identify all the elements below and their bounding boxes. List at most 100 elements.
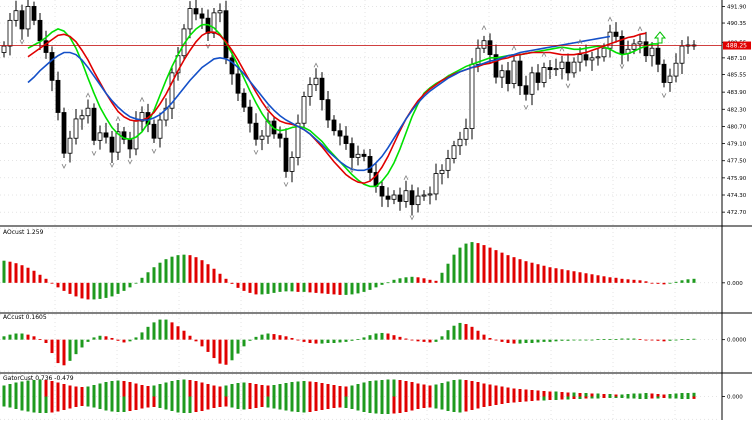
- ao-bar: [458, 247, 462, 283]
- moving-average-lines: [27, 23, 658, 188]
- gator-lower-bar: [32, 396, 36, 413]
- gator-lower-bar: [272, 396, 276, 409]
- gator-upper-bar: [62, 384, 66, 397]
- gator-lower-bar: [608, 396, 612, 398]
- ac-bar: [134, 337, 138, 340]
- gator-upper-bar: [584, 393, 588, 397]
- candle-bull: [313, 77, 319, 86]
- gator-upper-bar: [428, 385, 432, 397]
- ao-bar: [674, 281, 678, 283]
- gator-upper-bar: [626, 394, 630, 397]
- ac-bar: [74, 339, 78, 355]
- gator-upper-bar: [296, 381, 300, 397]
- gator-upper-bar: [398, 380, 402, 397]
- ao-bar: [140, 277, 144, 283]
- gator-lower-bar: [458, 396, 462, 413]
- gator-upper-bar: [80, 387, 84, 397]
- gator-upper-bar: [608, 394, 612, 397]
- ao-bar: [626, 279, 630, 283]
- fractal-up-icon: [607, 16, 613, 22]
- ao-histogram: [2, 242, 696, 300]
- ao-bar: [686, 279, 690, 283]
- ac-bar: [596, 339, 600, 340]
- ao-bar: [194, 257, 198, 283]
- gator-lower-bar: [296, 396, 300, 412]
- ao-bar: [482, 245, 486, 283]
- ao-bar: [8, 261, 12, 283]
- gator-lower-bar: [404, 396, 408, 412]
- ac-bar: [308, 339, 312, 343]
- gator-upper-bar: [404, 381, 408, 397]
- ac-bar: [542, 339, 546, 342]
- gator-lower-bar: [638, 396, 642, 399]
- gator-upper-bar: [644, 393, 648, 397]
- candle-bull: [667, 75, 673, 83]
- candle-bull: [1, 45, 7, 53]
- fractal-up-icon: [115, 116, 121, 122]
- ao-bar: [590, 274, 594, 283]
- candle-bear: [223, 10, 229, 59]
- ac-bar: [548, 339, 552, 342]
- gator-lower-bar: [554, 396, 558, 400]
- fractal-down-icon: [523, 104, 529, 111]
- ao-bar: [554, 268, 558, 283]
- price-tick-label: 487.10: [727, 56, 747, 62]
- gator-upper-bar: [614, 394, 618, 397]
- ao-bar: [104, 282, 108, 298]
- ac-bar: [524, 339, 528, 343]
- gator-lower-bar: [446, 396, 450, 411]
- gator-lower-bar: [572, 396, 576, 399]
- ac-bar: [392, 335, 396, 340]
- ao-bar: [260, 282, 264, 295]
- gator-upper-bar: [26, 380, 30, 397]
- ao-bar: [164, 259, 168, 283]
- gator-lower-bar: [218, 396, 222, 407]
- candle-bull: [73, 118, 79, 139]
- gator-lower-bar: [596, 396, 600, 399]
- ac-bar: [398, 336, 402, 340]
- gator-upper-bar: [338, 386, 342, 397]
- gator-lower-bar: [254, 396, 258, 408]
- candle-bull: [445, 158, 451, 171]
- gator-lower-bar: [626, 396, 630, 399]
- price-tick-label: 482.30: [727, 107, 747, 113]
- gator-upper-bar: [566, 392, 570, 397]
- ao-bar: [176, 255, 180, 283]
- candle-bull: [601, 47, 607, 58]
- gator-upper-bar: [224, 385, 228, 397]
- gator-lower-bar: [440, 396, 444, 410]
- price-tick-label: 485.55: [727, 72, 747, 78]
- gator-lower-bar: [56, 396, 60, 412]
- gator-upper-bar: [152, 385, 156, 397]
- ao-bar: [224, 278, 228, 283]
- ao-bar: [236, 282, 240, 288]
- gator-upper-bar: [536, 390, 540, 397]
- candle-bear: [19, 10, 25, 30]
- ao-bar: [308, 282, 312, 293]
- fractal-up-icon: [139, 96, 145, 102]
- gator-upper-bar: [506, 387, 510, 397]
- candle-bear: [247, 106, 253, 124]
- gator-lower-bar: [44, 396, 48, 413]
- ao-bar: [170, 256, 174, 283]
- gator-upper-bar: [578, 393, 582, 397]
- gator-upper-bar: [290, 382, 294, 397]
- gator-lower-bar: [386, 396, 390, 414]
- gator-upper-bar: [374, 380, 378, 397]
- gator-lower-bar: [104, 396, 108, 411]
- gator-lower-bar: [176, 396, 180, 413]
- candle-bear: [151, 123, 157, 139]
- gator-upper-bar: [308, 381, 312, 397]
- ac-bar: [620, 338, 624, 340]
- gator-lower-bar: [338, 396, 342, 408]
- ao-bar: [578, 272, 582, 283]
- candle-bear: [127, 138, 133, 150]
- gator-upper-bar: [272, 385, 276, 397]
- ao-bar: [338, 282, 342, 295]
- ao-bar: [644, 281, 648, 283]
- ac-bar: [536, 339, 540, 343]
- gator-lower-bar: [26, 396, 30, 412]
- gator-upper-bar: [212, 385, 216, 397]
